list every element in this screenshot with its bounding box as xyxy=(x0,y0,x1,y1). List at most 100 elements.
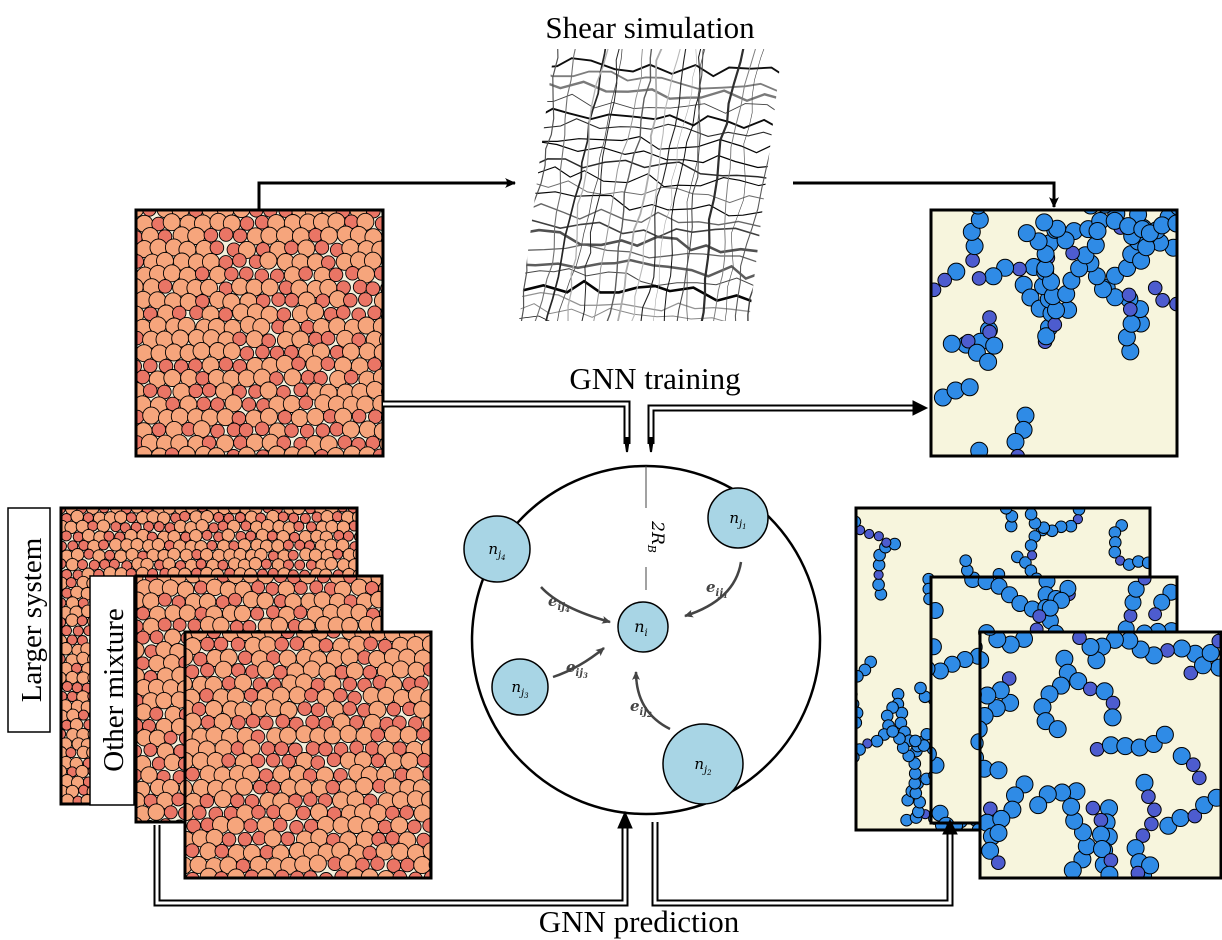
particle xyxy=(323,461,337,475)
particle xyxy=(207,447,226,456)
particle xyxy=(267,495,277,505)
particle xyxy=(1153,559,1162,568)
particle xyxy=(226,449,241,456)
particle xyxy=(284,423,299,438)
particle xyxy=(263,829,282,848)
particle xyxy=(1155,725,1174,744)
particle xyxy=(76,615,88,627)
particle xyxy=(143,742,158,757)
particle xyxy=(363,636,378,652)
particle xyxy=(1027,550,1038,561)
particle xyxy=(259,251,278,270)
particle xyxy=(255,449,271,456)
particle xyxy=(358,420,377,439)
particle xyxy=(967,843,979,855)
neighbor-node-j4: nj4 xyxy=(463,515,531,583)
particle xyxy=(296,805,311,821)
particle xyxy=(50,682,60,692)
svg-text:nj2: nj2 xyxy=(694,755,712,777)
particle xyxy=(311,493,321,503)
particle xyxy=(243,688,259,703)
particle xyxy=(299,423,315,439)
gnn-training-label: GNN training xyxy=(569,361,740,396)
particle xyxy=(1067,877,1074,878)
particle xyxy=(213,636,229,652)
particle xyxy=(342,493,354,505)
particle xyxy=(233,604,252,623)
particle xyxy=(237,831,253,847)
particle xyxy=(1001,671,1017,686)
particle xyxy=(203,227,219,243)
particle xyxy=(298,395,314,410)
particle xyxy=(440,689,454,703)
particle xyxy=(50,759,60,769)
particle xyxy=(251,804,266,820)
particle xyxy=(402,885,416,899)
particle xyxy=(352,279,368,295)
particle xyxy=(310,755,326,770)
particle xyxy=(155,691,173,710)
prediction-output-front xyxy=(978,630,1222,930)
particle xyxy=(313,188,330,205)
gnn-prediction-label: GNN prediction xyxy=(539,904,740,939)
particle xyxy=(116,357,130,371)
particle xyxy=(293,520,305,532)
output-panel-training xyxy=(929,208,1179,458)
particle xyxy=(343,292,358,308)
particle xyxy=(163,805,178,820)
particle xyxy=(364,532,374,542)
particle xyxy=(838,732,847,741)
training-arrows xyxy=(383,400,929,453)
particle xyxy=(136,492,148,504)
particle xyxy=(960,378,979,397)
particle xyxy=(334,407,353,426)
particle xyxy=(243,818,259,833)
particle xyxy=(340,883,357,900)
particle xyxy=(105,493,115,503)
particle xyxy=(269,371,284,386)
particle xyxy=(306,303,325,322)
particle xyxy=(280,831,296,847)
particle xyxy=(980,720,988,739)
particle xyxy=(136,606,150,621)
particle xyxy=(381,462,395,476)
particle xyxy=(1141,856,1160,875)
particle xyxy=(232,253,247,268)
particle xyxy=(184,576,202,584)
particle xyxy=(147,494,157,504)
particle xyxy=(273,817,288,833)
particle xyxy=(1047,913,1064,930)
particle xyxy=(303,792,318,807)
particle xyxy=(293,605,308,620)
particle xyxy=(1047,317,1063,332)
larger-system-tag: Larger system xyxy=(7,507,51,733)
particle xyxy=(221,753,236,768)
particle xyxy=(277,492,289,504)
particle xyxy=(351,332,366,348)
particle xyxy=(265,752,281,768)
particle xyxy=(61,681,73,692)
particle xyxy=(1137,577,1152,586)
particle xyxy=(237,369,256,388)
particle xyxy=(214,843,230,859)
particle xyxy=(230,793,245,808)
particle xyxy=(1127,580,1145,598)
particle xyxy=(432,781,446,795)
particle xyxy=(311,511,323,523)
particle xyxy=(188,383,204,399)
particle xyxy=(389,265,406,282)
particle xyxy=(971,271,987,286)
particle xyxy=(241,397,257,412)
particle xyxy=(203,493,213,503)
particle xyxy=(333,767,348,783)
particle xyxy=(250,753,266,769)
particle xyxy=(232,228,248,244)
particle xyxy=(299,512,311,524)
particle xyxy=(172,618,187,632)
particle xyxy=(389,446,406,463)
particle xyxy=(142,406,161,425)
svg-text:nj4: nj4 xyxy=(488,540,505,562)
particle xyxy=(185,647,194,666)
particle xyxy=(407,819,422,835)
particle xyxy=(984,267,1003,286)
